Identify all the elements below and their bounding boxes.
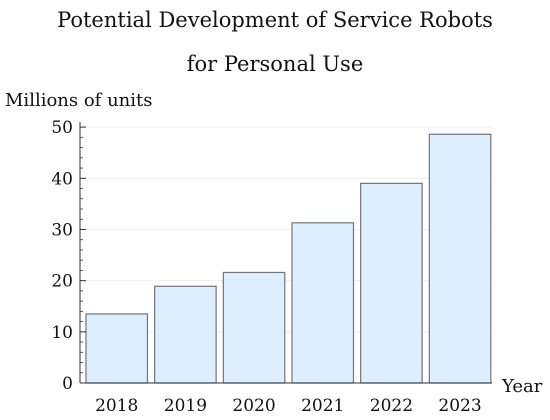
axes [79, 122, 492, 384]
x-tick-labels: 2018 2019 2020 2021 2022 2023 [95, 396, 482, 416]
bar-2019 [154, 285, 217, 384]
bar-2020 [222, 271, 286, 384]
x-tick-label: 2018 [95, 396, 138, 416]
y-tick-label: 40 [51, 169, 73, 189]
x-tick-label: 2019 [164, 396, 207, 416]
bar-2021 [291, 222, 355, 384]
bars [85, 133, 492, 384]
chart-title-line-2: for Personal Use [187, 52, 364, 76]
chart-title: Potential Development of Service Robots … [57, 8, 493, 76]
y-tick-label: 30 [51, 220, 73, 240]
gridlines [80, 126, 492, 333]
y-tick-label: 0 [62, 374, 73, 394]
y-tick-labels: 0 10 20 30 40 50 [51, 118, 73, 394]
y-axis-label: Millions of units [5, 90, 152, 111]
x-tick-label: 2020 [232, 396, 275, 416]
chart-title-line-1: Potential Development of Service Robots [57, 8, 493, 32]
bar-2022 [360, 182, 423, 384]
x-axis-label: Year [501, 376, 543, 397]
bar-2023 [428, 133, 492, 384]
y-tick-label: 20 [51, 272, 73, 292]
y-tick-label: 10 [51, 323, 73, 343]
x-tick-label: 2022 [370, 396, 413, 416]
x-tick-label: 2023 [438, 396, 481, 416]
y-tick-label: 50 [51, 118, 73, 138]
bar-2018 [85, 313, 149, 384]
x-tick-label: 2021 [301, 396, 344, 416]
